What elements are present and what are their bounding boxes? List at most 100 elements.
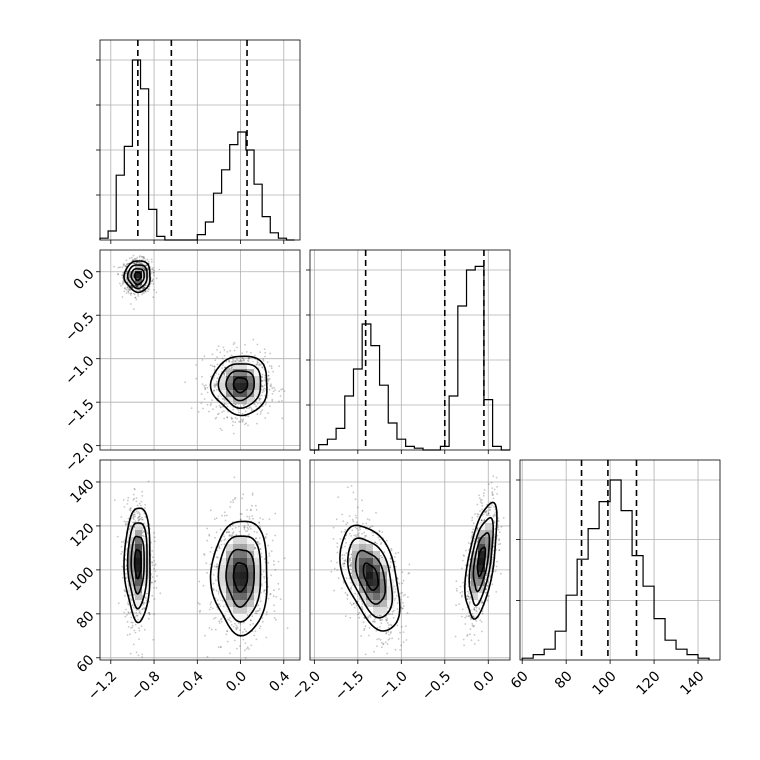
sample-point [142, 267, 145, 270]
sample-point [135, 285, 138, 288]
sample-point [245, 422, 248, 425]
sample-point [199, 609, 202, 612]
sample-point [358, 616, 361, 619]
sample-point [270, 550, 273, 553]
sample-point [341, 563, 344, 565]
sample-point [136, 261, 138, 264]
sample-point [148, 285, 151, 288]
sample-point [354, 498, 357, 501]
sample-point [142, 287, 145, 290]
sample-point [158, 268, 161, 271]
sample-point [120, 516, 123, 518]
sample-point [361, 603, 364, 605]
contour-mode-1-level-0 [232, 562, 249, 593]
sample-point [222, 600, 224, 602]
sample-point [392, 617, 395, 619]
sample-point [125, 577, 128, 579]
sample-point [208, 410, 210, 413]
sample-point [141, 495, 144, 497]
sample-point [343, 565, 345, 568]
sample-point [133, 513, 136, 516]
sample-point [201, 375, 203, 378]
sample-point [238, 530, 241, 533]
sample-point [229, 349, 232, 352]
sample-point [228, 359, 231, 361]
sample-point [222, 346, 225, 349]
sample-point [116, 535, 119, 538]
sample-point [127, 517, 130, 520]
sample-point [147, 260, 150, 263]
sample-point [141, 516, 143, 519]
sample-point [254, 354, 256, 357]
sample-point [240, 359, 243, 362]
sample-point [220, 645, 222, 648]
sample-point [270, 367, 273, 370]
sample-point [229, 506, 232, 508]
sample-point [397, 551, 400, 554]
sample-point [230, 367, 233, 370]
sample-point [247, 424, 249, 427]
sample-point [337, 577, 340, 580]
sample-point [154, 563, 157, 566]
sample-point [390, 547, 393, 550]
sample-point [232, 360, 234, 363]
sample-point [224, 538, 227, 540]
sample-point [139, 284, 142, 287]
sample-point [380, 541, 383, 544]
density-cell [233, 607, 240, 614]
sample-point [259, 607, 261, 610]
density-cell [135, 551, 142, 558]
sample-point [213, 389, 215, 392]
sample-point [270, 383, 272, 386]
sample-point [268, 365, 271, 367]
sample-point [133, 488, 136, 491]
sample-point [132, 606, 135, 609]
sample-point [206, 655, 209, 658]
sample-point [350, 563, 352, 566]
panel-frame [99, 459, 301, 661]
sample-point [221, 514, 223, 517]
sample-point [476, 515, 479, 518]
sample-point [280, 400, 283, 402]
sample-point [151, 279, 154, 282]
sample-point [124, 594, 126, 597]
sample-point [385, 539, 388, 542]
sample-point [242, 357, 245, 360]
sample-point [226, 351, 229, 353]
sample-point [123, 611, 126, 614]
sample-point [265, 533, 268, 536]
density-cell [142, 565, 149, 572]
density-cell [135, 264, 142, 271]
sample-point [350, 535, 352, 537]
sample-point [232, 359, 235, 362]
sample-point [214, 384, 217, 387]
sample-point [484, 511, 487, 513]
sample-point [150, 573, 153, 575]
sample-point [126, 634, 129, 636]
sample-point [256, 363, 258, 366]
sample-point [147, 268, 149, 270]
sample-point [387, 626, 390, 629]
density-cell [240, 614, 247, 621]
sample-point [241, 357, 244, 359]
sample-point [477, 513, 480, 516]
sample-point [261, 394, 263, 397]
sample-point [215, 416, 218, 419]
sample-point [273, 610, 276, 613]
sample-point [233, 476, 236, 479]
density-cell [142, 572, 149, 579]
sample-point [252, 517, 254, 520]
sample-point [374, 541, 376, 544]
sample-point [216, 556, 219, 559]
sample-point [144, 503, 147, 506]
sample-point [250, 410, 253, 412]
sample-point [245, 647, 248, 650]
sample-point [390, 561, 392, 563]
panel-content [113, 250, 286, 435]
sample-point [203, 553, 205, 555]
sample-point [258, 398, 261, 400]
sample-point [245, 530, 247, 533]
sample-point [236, 647, 238, 650]
sample-point [471, 531, 474, 533]
density-cell [219, 376, 226, 383]
